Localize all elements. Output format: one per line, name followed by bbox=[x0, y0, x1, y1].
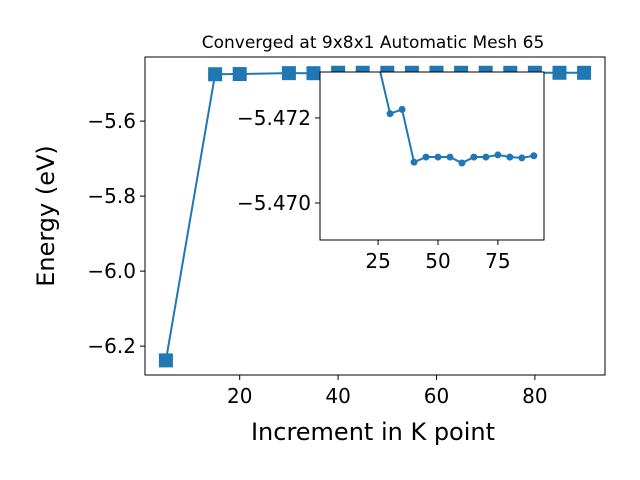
plot-area bbox=[379, 72, 538, 167]
data-point bbox=[482, 153, 490, 161]
x-tick-label: 20 bbox=[227, 384, 252, 408]
data-point bbox=[577, 65, 592, 80]
y-tick-label: −6.2 bbox=[87, 334, 136, 358]
data-point bbox=[158, 353, 173, 368]
data-point bbox=[208, 67, 223, 82]
x-tick-label: 25 bbox=[365, 249, 390, 273]
data-point bbox=[306, 66, 321, 81]
data-point bbox=[518, 154, 526, 162]
x-tick-label: 80 bbox=[522, 384, 547, 408]
data-point bbox=[281, 66, 296, 81]
data-point bbox=[434, 153, 442, 161]
x-tick-label: 40 bbox=[325, 384, 350, 408]
data-point bbox=[410, 158, 418, 166]
x-axis-label: Increment in K point bbox=[251, 418, 495, 446]
data-point bbox=[552, 65, 567, 80]
y-tick-label: −5.472 bbox=[237, 106, 311, 130]
y-tick-label: −5.6 bbox=[87, 109, 136, 133]
axes-frame bbox=[319, 71, 545, 241]
y-tick-label: −5.470 bbox=[237, 191, 311, 215]
x-tick-label: 50 bbox=[425, 249, 450, 273]
data-point bbox=[458, 159, 466, 167]
data-point bbox=[470, 153, 478, 161]
y-axis-label: Energy (eV) bbox=[32, 145, 60, 287]
x-tick-label: 60 bbox=[424, 384, 449, 408]
data-point bbox=[530, 152, 538, 160]
data-point bbox=[232, 67, 247, 82]
data-point bbox=[386, 110, 394, 118]
axes-frame bbox=[144, 56, 606, 376]
x-tick-label: 75 bbox=[485, 249, 510, 273]
data-point bbox=[446, 153, 454, 161]
data-point bbox=[506, 153, 514, 161]
data-point bbox=[422, 153, 430, 161]
chart-title: Converged at 9x8x1 Automatic Mesh 65 bbox=[202, 33, 545, 53]
y-tick-label: −5.8 bbox=[87, 184, 136, 208]
data-point bbox=[494, 151, 502, 159]
data-line bbox=[379, 72, 534, 165]
data-point bbox=[398, 105, 406, 113]
y-tick-label: −6.0 bbox=[87, 259, 136, 283]
